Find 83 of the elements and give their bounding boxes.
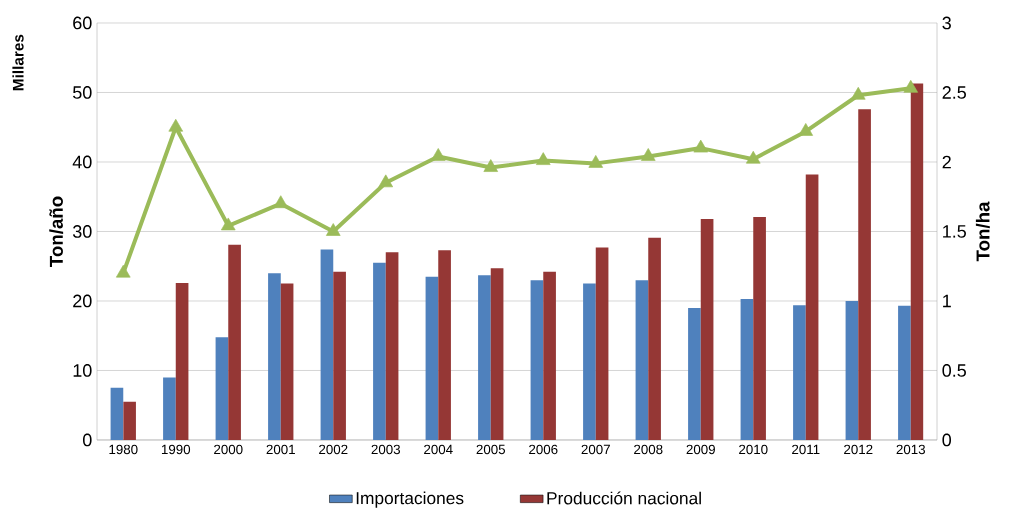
y-tick-label: 0 [83,433,92,447]
x-tick-label: 2007 [581,444,610,455]
x-tick-label: 2000 [214,444,243,455]
point [535,152,551,165]
point [693,139,709,153]
point [273,195,289,209]
y2-tick-label: 1 [943,294,951,308]
bar [793,305,806,440]
point [378,174,394,188]
bar [320,249,334,440]
y2-tick-label: 2 [942,155,951,169]
x-tick-label: 2010 [739,444,768,455]
x-tick-label: 2012 [844,444,873,455]
y-tick-label: 20 [73,294,92,308]
y2-tick-label: 0 [942,433,952,447]
y-tick-label: 60 [73,16,92,30]
x-tick-label: 2002 [319,444,348,455]
bar [490,268,504,440]
bar [385,252,399,440]
bar [543,271,556,440]
bar [595,247,609,440]
y-axis-title: Ton/año [49,196,64,267]
bar [648,237,661,440]
bar [163,377,176,440]
legend-label: Producción nacional [547,491,701,505]
bar [175,282,189,440]
x-tick-label: 2008 [634,444,663,455]
bar [858,109,871,440]
x-tick-label: 1980 [109,444,138,455]
bar [910,83,924,440]
bar [805,174,819,440]
point [745,150,761,164]
point [325,223,341,236]
point [903,79,919,93]
bar [845,300,859,440]
bar [268,273,281,440]
bar [333,271,346,440]
x-tick-label: 2009 [686,444,715,455]
y2-axis-title: Ton/ha [975,201,990,262]
bar [700,218,714,440]
y-tick-label: 50 [72,86,92,99]
y2-tick-label: 2.5 [942,86,966,99]
point [640,148,656,161]
x-tick-label: 2013 [896,444,925,455]
point [588,155,604,168]
point [850,86,866,100]
x-tick-label: 2005 [476,444,506,455]
y2-tick-label: 0.5 [942,364,966,377]
x-tick-label: 1990 [161,444,191,455]
bar [898,305,911,440]
y-tick-label: 40 [72,155,92,169]
bar [373,262,386,440]
point [430,148,446,161]
x-tick-label: 2003 [371,444,401,455]
bar [215,337,229,440]
bar [530,280,544,440]
bar [110,387,124,440]
legend-label: Importaciones [356,491,464,508]
point [483,159,499,172]
bar [635,280,649,440]
bar [438,250,451,440]
bar [425,276,439,440]
y-tick-label: 10 [73,364,92,377]
bar [753,216,766,440]
point [220,217,236,231]
bar [228,244,241,440]
point [798,123,814,136]
bar [478,275,491,440]
x-tick-label: 2011 [792,444,820,455]
y2-tick-label: 3 [942,16,951,30]
text: Millares [12,34,24,91]
point [115,264,131,278]
x-tick-label: 2006 [529,444,558,455]
point [168,118,184,132]
bar [280,283,294,440]
y-tick-label: 30 [72,225,92,238]
bar [583,283,596,440]
x-tick-label: 2001 [266,444,295,455]
x-tick-label: 2004 [424,444,453,455]
bar [688,307,701,440]
bar [740,298,754,440]
y2-tick-label: 1.5 [943,225,966,238]
bar [123,401,136,440]
